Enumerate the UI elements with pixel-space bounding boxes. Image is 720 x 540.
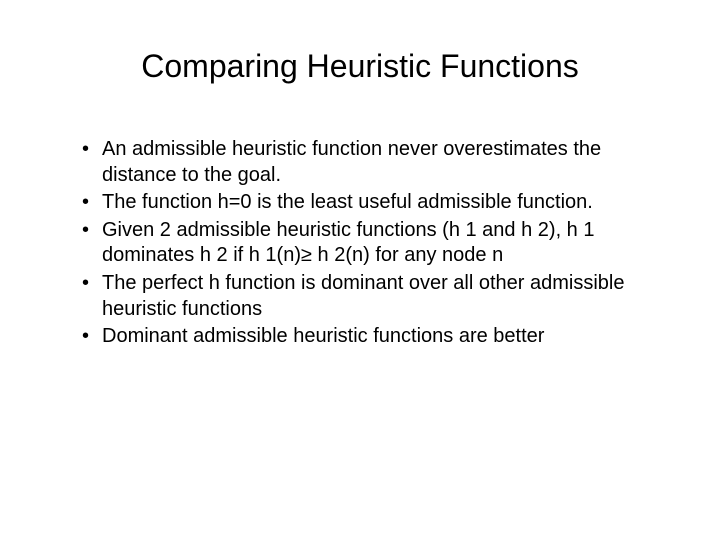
- bullet-list: An admissible heuristic function never o…: [70, 137, 650, 350]
- bullet-item: Dominant admissible heuristic functions …: [78, 324, 650, 350]
- bullet-item: An admissible heuristic function never o…: [78, 137, 650, 188]
- bullet-item: The function h=0 is the least useful adm…: [78, 190, 650, 216]
- slide-title: Comparing Heuristic Functions: [70, 48, 650, 85]
- bullet-item: The perfect h function is dominant over …: [78, 271, 650, 322]
- bullet-item: Given 2 admissible heuristic functions (…: [78, 218, 650, 269]
